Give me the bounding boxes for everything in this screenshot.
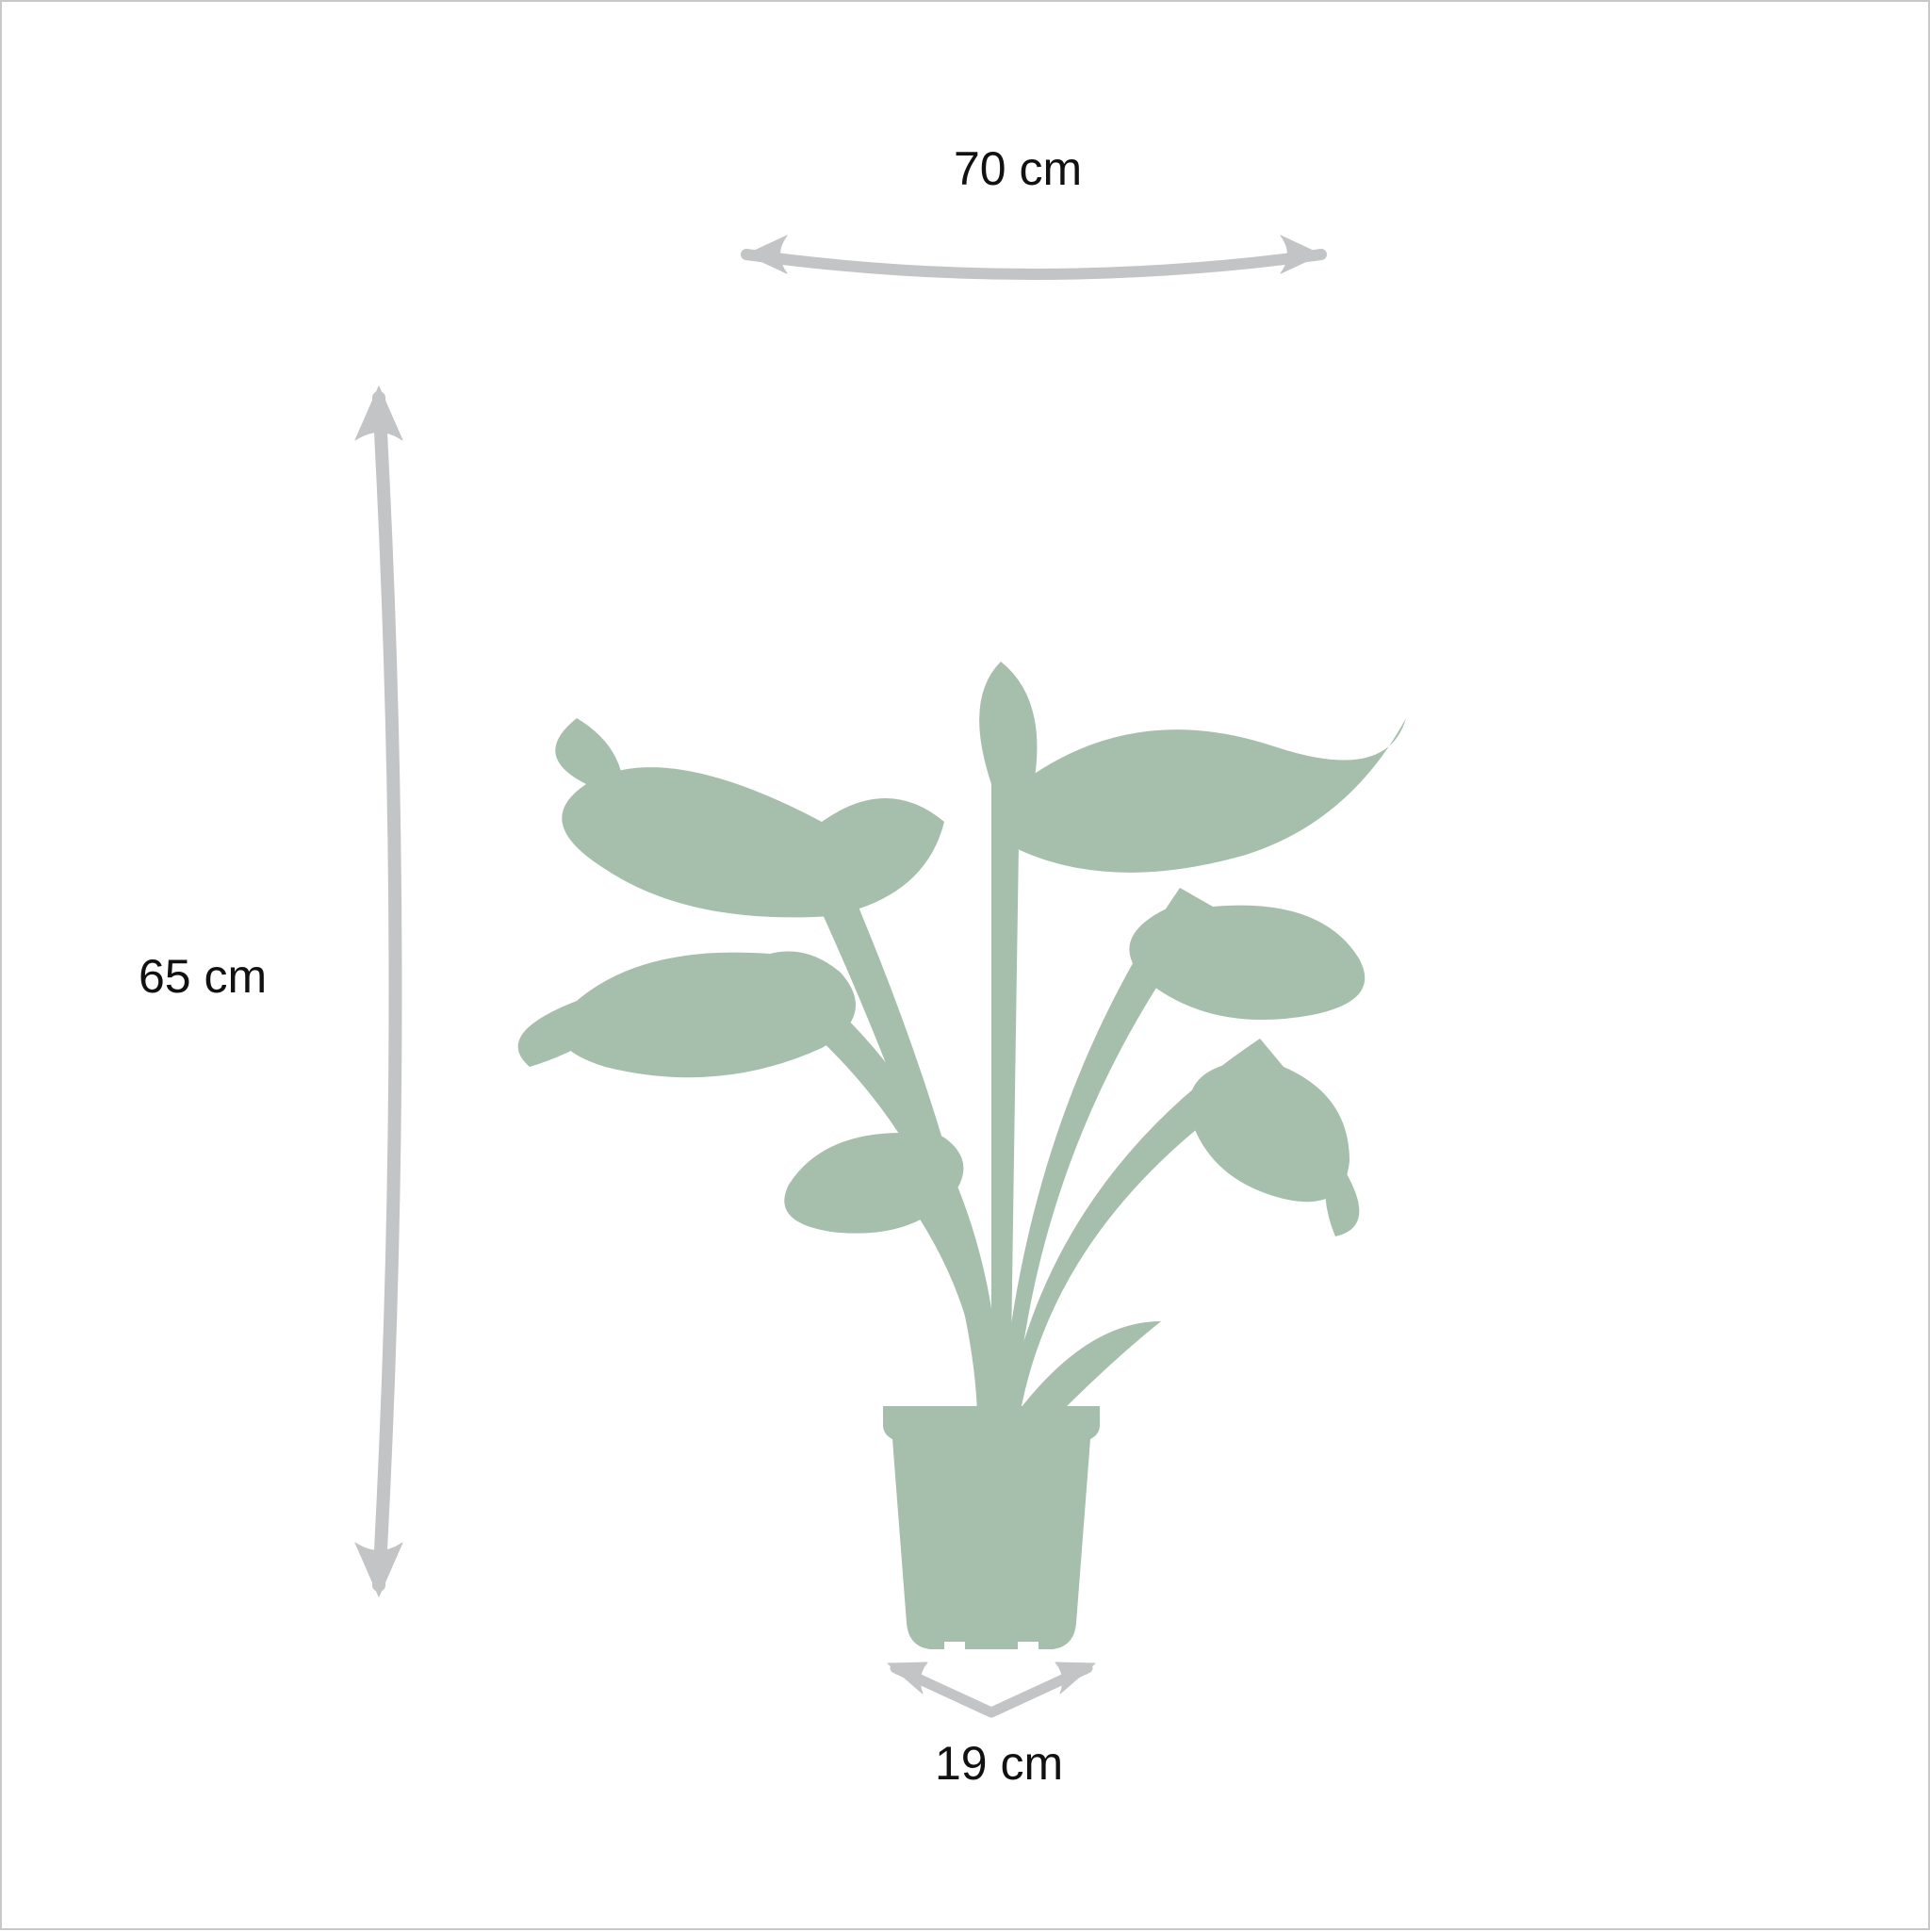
height-label: 65 cm (139, 949, 267, 1004)
width-arrow (746, 236, 1321, 274)
pot-width-arrow (888, 1662, 1095, 1712)
width-label: 70 cm (954, 141, 1082, 196)
dimension-diagram: 70 cm 65 cm 19 cm (0, 0, 1930, 1930)
pot-width-label: 19 cm (935, 1736, 1063, 1791)
plant-silhouette (518, 662, 1406, 1651)
height-arrow (355, 386, 402, 1596)
figure-svg (2, 2, 1930, 1932)
